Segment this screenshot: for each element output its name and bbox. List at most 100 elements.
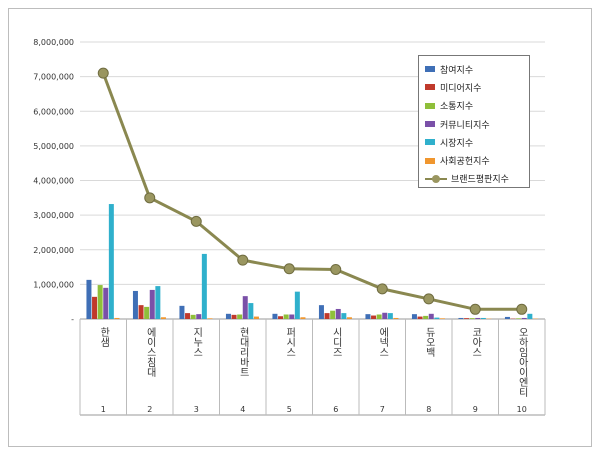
legend-label: 참여지수 — [440, 65, 474, 76]
category-label: 퍼시스 — [284, 327, 296, 357]
bar-미디어지수 — [371, 315, 377, 319]
legend-swatch — [425, 139, 435, 146]
line-point — [237, 254, 249, 266]
line-point — [516, 303, 528, 315]
legend-label: 브랜드평판지수 — [451, 175, 509, 186]
legend-label: 사회공헌지수 — [440, 157, 490, 168]
legend-item: 시장지수 — [425, 133, 529, 151]
bar-참여지수 — [504, 316, 510, 319]
legend-item: 미디어지수 — [425, 78, 529, 96]
bar-소통지수 — [469, 318, 475, 319]
line-point — [423, 293, 435, 305]
bar-참여지수 — [86, 279, 92, 319]
bar-시장지수 — [201, 253, 207, 319]
line-point — [330, 263, 342, 275]
bar-미디어지수 — [278, 316, 284, 319]
bar-사회공헌지수 — [207, 318, 213, 319]
legend-label: 커뮤니티지수 — [440, 120, 490, 131]
bar-커뮤니티지수 — [149, 289, 155, 319]
bar-커뮤니티지수 — [382, 312, 388, 319]
bar-참여지수 — [318, 305, 324, 319]
bar-참여지수 — [458, 317, 464, 319]
bar-커뮤니티지수 — [242, 296, 248, 319]
bar-사회공헌지수 — [253, 316, 259, 319]
bar-시장지수 — [434, 317, 440, 319]
rank-label: 2 — [147, 405, 152, 414]
bar-커뮤니티지수 — [428, 313, 434, 319]
rank-label: 7 — [380, 405, 385, 414]
category-label: 에넥스 — [377, 327, 389, 357]
rank-label: 6 — [333, 405, 338, 414]
bar-커뮤니티지수 — [335, 308, 341, 319]
bar-시장지수 — [155, 286, 161, 319]
line-point — [469, 303, 481, 315]
bar-소통지수 — [283, 314, 289, 319]
rank-label: 10 — [517, 405, 527, 414]
y-tick-label: - — [71, 315, 74, 324]
bar-소통지수 — [190, 314, 196, 319]
line-브랜드평판지수 — [101, 72, 522, 311]
y-tick-label: 4,000,000 — [33, 177, 74, 186]
bar-미디어지수 — [231, 314, 237, 319]
legend-swatch — [425, 84, 435, 91]
bar-사회공헌지수 — [160, 317, 166, 319]
bar-소통지수 — [97, 285, 103, 319]
bar-시장지수 — [527, 313, 533, 319]
legend-swatch — [425, 66, 435, 73]
bar-시장지수 — [387, 313, 393, 319]
legend-item: 커뮤니티지수 — [425, 115, 529, 133]
category-label: 오하임아이엔티 — [516, 327, 528, 398]
bar-참여지수 — [179, 305, 185, 319]
category-label: 에이스침대 — [144, 327, 156, 378]
category-label: 시디즈 — [330, 327, 342, 357]
line-point — [144, 192, 156, 204]
bar-소통지수 — [237, 314, 243, 319]
rank-label: 3 — [194, 405, 199, 414]
rank-label: 4 — [240, 405, 245, 414]
bar-참여지수 — [411, 314, 417, 319]
bar-사회공헌지수 — [300, 317, 306, 319]
line-point — [376, 283, 388, 295]
legend-swatch — [425, 157, 435, 164]
legend-item: 브랜드평판지수 — [425, 170, 529, 188]
bar-참여지수 — [132, 290, 138, 319]
legend-label: 시장지수 — [440, 138, 474, 149]
bar-커뮤니티지수 — [475, 317, 481, 319]
bar-커뮤니티지수 — [289, 314, 295, 319]
legend-swatch — [425, 102, 435, 109]
bar-미디어지수 — [185, 313, 191, 319]
bar-미디어지수 — [138, 305, 144, 319]
rank-label: 9 — [473, 405, 478, 414]
bar-시장지수 — [108, 204, 114, 319]
bar-미디어지수 — [92, 296, 98, 319]
y-tick-label: 5,000,000 — [33, 142, 74, 151]
bar-사회공헌지수 — [393, 317, 399, 319]
legend-swatch — [425, 121, 435, 128]
legend-item: 참여지수 — [425, 60, 529, 78]
legend-label: 소통지수 — [440, 102, 474, 113]
y-tick-label: 2,000,000 — [33, 246, 74, 255]
line-point — [97, 67, 109, 79]
bar-시장지수 — [294, 291, 300, 319]
bar-소통지수 — [376, 314, 382, 319]
rank-label: 8 — [426, 405, 431, 414]
legend-line-marker-icon — [425, 174, 447, 183]
bar-소통지수 — [144, 306, 150, 319]
category-label: 한샘 — [98, 327, 110, 347]
bar-참여지수 — [365, 314, 371, 319]
category-label: 듀오백 — [423, 327, 435, 358]
legend-item: 소통지수 — [425, 97, 529, 115]
bar-사회공헌지수 — [346, 317, 352, 319]
bar-커뮤니티지수 — [196, 314, 202, 319]
y-tick-label: 1,000,000 — [33, 280, 74, 289]
y-tick-label: 3,000,000 — [33, 211, 74, 220]
bar-소통지수 — [516, 318, 522, 319]
bar-참여지수 — [225, 313, 231, 319]
rank-label: 1 — [101, 405, 106, 414]
bar-커뮤니티지수 — [103, 287, 109, 319]
y-tick-label: 7,000,000 — [33, 73, 74, 82]
y-tick-label: 6,000,000 — [33, 107, 74, 116]
bar-미디어지수 — [324, 313, 330, 319]
